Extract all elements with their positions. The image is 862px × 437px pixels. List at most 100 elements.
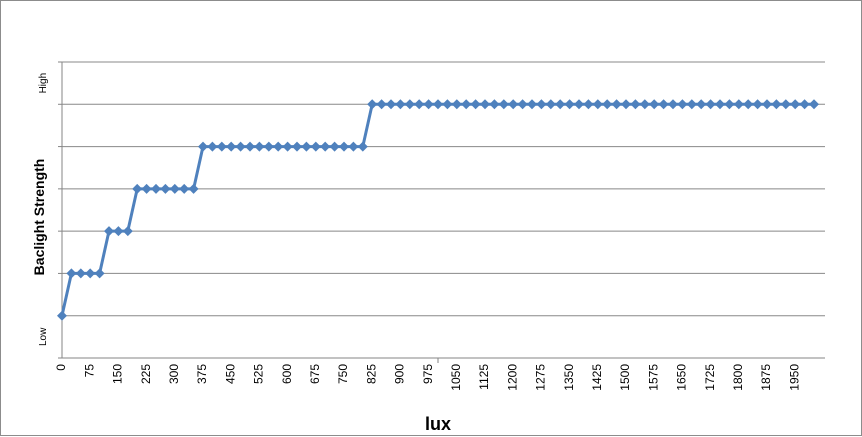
data-point xyxy=(433,99,443,110)
data-point xyxy=(799,99,810,110)
data-point xyxy=(85,268,96,279)
x-tick-label: 525 xyxy=(252,364,266,384)
data-point xyxy=(752,99,763,110)
series-line xyxy=(60,102,814,317)
data-point xyxy=(235,141,246,152)
data-point xyxy=(658,99,669,110)
data-point xyxy=(386,99,396,110)
data-point xyxy=(583,99,594,110)
data-point xyxy=(498,99,509,110)
data-point xyxy=(245,141,255,152)
data-point xyxy=(639,99,650,110)
x-tick-label: 900 xyxy=(393,364,407,384)
data-point xyxy=(790,99,801,110)
x-tick-label: 675 xyxy=(308,364,322,384)
data-point xyxy=(367,99,378,110)
data-point xyxy=(470,99,481,110)
data-point xyxy=(686,99,697,110)
data-point xyxy=(771,99,782,110)
data-point xyxy=(668,99,678,110)
data-point xyxy=(442,99,453,110)
data-point xyxy=(113,226,124,237)
data-point xyxy=(320,141,331,152)
x-tick-label: 750 xyxy=(336,364,350,384)
data-point xyxy=(160,183,171,194)
y-axis-title: Baclight Strength xyxy=(31,159,47,276)
data-point xyxy=(574,99,584,110)
data-point xyxy=(564,99,575,110)
data-point xyxy=(404,99,415,110)
x-tick-label: 150 xyxy=(111,364,125,384)
x-tick-label: 0 xyxy=(54,364,68,371)
x-tick-label: 450 xyxy=(223,364,237,384)
data-point xyxy=(489,99,500,110)
x-tick-label: 1125 xyxy=(477,364,491,390)
x-tick-label: 975 xyxy=(421,364,435,384)
data-point xyxy=(57,310,67,321)
x-tick-label: 75 xyxy=(82,364,96,378)
x-tick-label: 1275 xyxy=(534,364,548,391)
data-point xyxy=(104,226,114,237)
data-point xyxy=(414,99,425,110)
x-tick-label: 300 xyxy=(167,364,181,384)
data-point xyxy=(724,99,735,110)
data-point xyxy=(611,99,622,110)
x-tick-label: 1875 xyxy=(759,364,773,391)
data-point xyxy=(151,183,161,194)
data-point xyxy=(169,183,180,194)
x-tick-labels: 0 75 150 225 300 375 450 525 600 675 750 825 900 975 1… xyxy=(54,364,801,391)
axes xyxy=(58,61,825,363)
data-point xyxy=(602,99,613,110)
data-point xyxy=(132,183,143,194)
x-tick-label: 1650 xyxy=(675,364,689,391)
data-point xyxy=(715,99,725,110)
data-point xyxy=(357,141,368,152)
data-point xyxy=(141,183,152,194)
data-point xyxy=(461,99,472,110)
data-point xyxy=(226,141,237,152)
data-point xyxy=(743,99,754,110)
data-point xyxy=(254,141,265,152)
data-point xyxy=(780,99,791,110)
x-tick-label: 1425 xyxy=(590,364,604,391)
series-backlight xyxy=(57,99,819,321)
data-point xyxy=(733,99,744,110)
data-point xyxy=(762,99,772,110)
x-axis-title: lux xyxy=(425,414,451,434)
data-point xyxy=(696,99,707,110)
data-point xyxy=(527,99,537,110)
data-point xyxy=(545,99,556,110)
data-point xyxy=(75,268,86,279)
x-tick-label: 1350 xyxy=(562,364,576,391)
x-tick-label: 1800 xyxy=(731,364,745,391)
data-point xyxy=(339,141,349,152)
data-point xyxy=(301,141,312,152)
data-point xyxy=(592,99,603,110)
x-tick-label: 1725 xyxy=(703,364,717,391)
x-tick-label: 1500 xyxy=(618,364,632,391)
data-point xyxy=(809,99,819,110)
data-point xyxy=(188,183,199,194)
data-point xyxy=(508,99,519,110)
data-point xyxy=(310,141,321,152)
data-point xyxy=(649,99,660,110)
data-point xyxy=(395,99,406,110)
data-point xyxy=(66,268,77,279)
x-tick-label: 825 xyxy=(364,364,378,384)
data-point xyxy=(348,141,359,152)
y-low-label: Low xyxy=(38,327,49,346)
data-point xyxy=(630,99,641,110)
data-point xyxy=(198,141,208,152)
data-point xyxy=(329,141,340,152)
x-tick-label: 375 xyxy=(195,364,209,384)
data-point xyxy=(705,99,716,110)
x-tick-label: 600 xyxy=(280,364,294,384)
data-point xyxy=(555,99,566,110)
data-point xyxy=(216,141,227,152)
data-point xyxy=(263,141,274,152)
x-tick-label: 225 xyxy=(139,364,153,384)
data-point xyxy=(480,99,490,110)
x-tick-label: 1200 xyxy=(505,364,519,391)
